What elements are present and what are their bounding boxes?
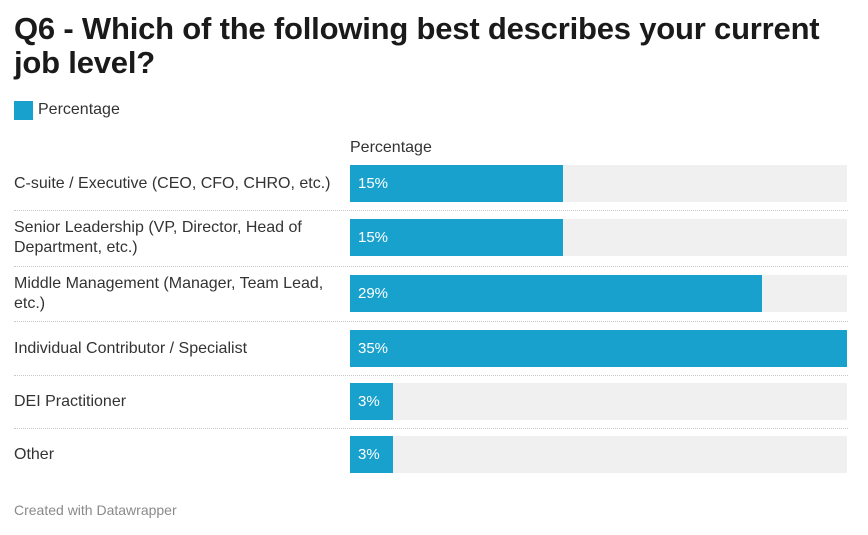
bar: [350, 275, 762, 312]
data-label: 15%: [358, 175, 389, 192]
bar: [350, 165, 563, 202]
category-label: Senior Leadership (VP, Director, Head of…: [14, 218, 302, 256]
category-label: DEI Practitioner: [14, 392, 127, 410]
bar-row: DEI Practitioner 3%: [14, 383, 848, 420]
row-divider: [14, 375, 848, 376]
data-label: 3%: [358, 446, 380, 463]
bar-row: Senior Leadership (VP, Director, Head of…: [14, 219, 848, 256]
bar-track: 3%: [350, 383, 847, 420]
bar-row: Individual Contributor / Specialist 35%: [14, 330, 848, 367]
legend: Percentage: [14, 100, 120, 120]
legend-label: Percentage: [38, 101, 120, 118]
bar: [350, 436, 393, 473]
bar-track: 15%: [350, 165, 847, 202]
footer-credit: Created with Datawrapper: [14, 502, 177, 518]
bar-row: Middle Management (Manager, Team Lead, e…: [14, 275, 848, 312]
bar: [350, 383, 393, 420]
bar-track: 35%: [350, 330, 847, 367]
row-divider: [14, 321, 848, 322]
category-label: C-suite / Executive (CEO, CFO, CHRO, etc…: [14, 174, 331, 192]
data-label: 3%: [358, 393, 380, 410]
row-divider: [14, 428, 848, 429]
bar-track: 29%: [350, 275, 847, 312]
data-label: 29%: [358, 285, 389, 302]
data-label: 15%: [358, 229, 389, 246]
category-label: Middle Management (Manager, Team Lead, e…: [14, 274, 324, 312]
bar: [350, 330, 847, 367]
column-header: Percentage: [350, 139, 432, 156]
row-divider: [14, 210, 848, 211]
row-divider: [14, 266, 848, 267]
bar-track: 3%: [350, 436, 847, 473]
chart-title: Q6 - Which of the following best describ…: [14, 11, 820, 80]
data-label: 35%: [358, 340, 389, 357]
bar-row: C-suite / Executive (CEO, CFO, CHRO, etc…: [14, 165, 848, 202]
bar: [350, 219, 563, 256]
category-label: Individual Contributor / Specialist: [14, 339, 248, 357]
legend-swatch: [14, 100, 33, 120]
bar-row: Other 3%: [14, 436, 848, 473]
category-label: Other: [14, 445, 55, 463]
bar-track: 15%: [350, 219, 847, 256]
